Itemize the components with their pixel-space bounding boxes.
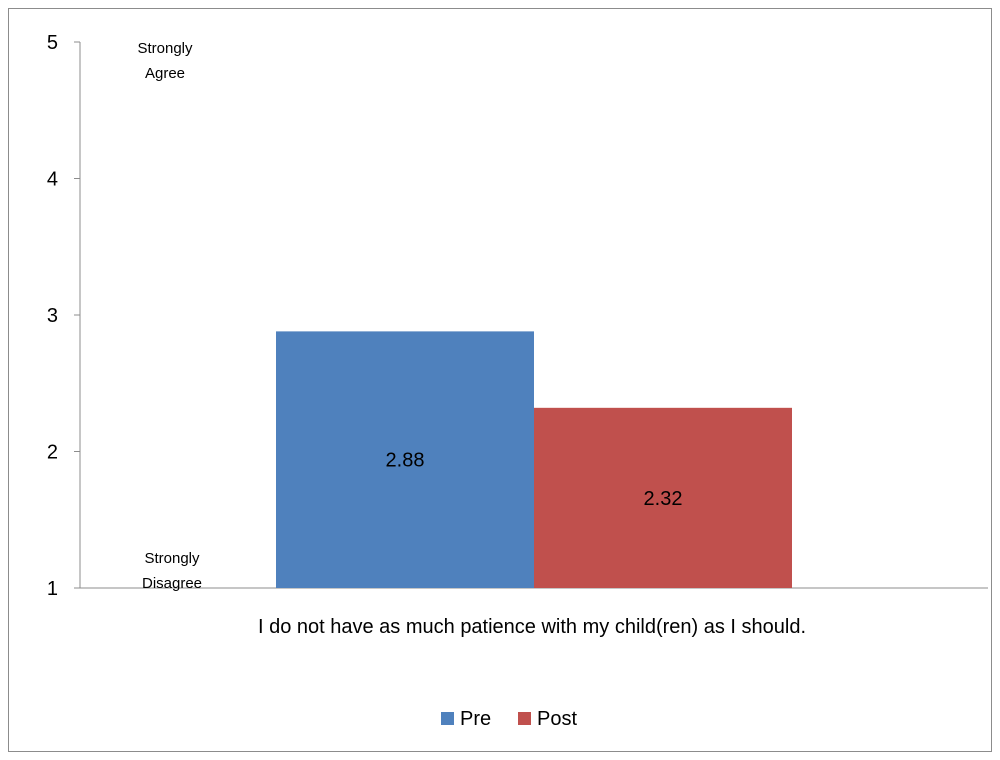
y-axis-ticks: 1 2 3 4 5 xyxy=(47,32,80,600)
legend-swatch-post xyxy=(518,712,531,725)
scale-note-strongly-agree-line2: Agree xyxy=(145,65,185,82)
y-tick-label-1: 1 xyxy=(47,578,58,600)
category-label: I do not have as much patience with my c… xyxy=(258,616,806,638)
data-label-post: 2.32 xyxy=(644,488,683,510)
scale-note-strongly-disagree-line1: Strongly xyxy=(144,550,200,567)
legend-swatch-pre xyxy=(441,712,454,725)
y-tick-label-4: 4 xyxy=(47,169,58,191)
scale-note-strongly-agree-line1: Strongly xyxy=(137,40,193,57)
y-tick-label-3: 3 xyxy=(47,305,58,327)
scale-note-strongly-disagree-line2: Disagree xyxy=(142,575,202,592)
legend-label-pre: Pre xyxy=(460,708,491,730)
data-label-pre: 2.88 xyxy=(386,450,425,472)
y-tick-label-2: 2 xyxy=(47,442,58,464)
y-tick-label-5: 5 xyxy=(47,32,58,54)
legend-label-post: Post xyxy=(537,708,577,730)
legend: Pre Post xyxy=(441,708,577,730)
bar-post xyxy=(534,407,792,588)
bar-pre xyxy=(276,331,534,588)
